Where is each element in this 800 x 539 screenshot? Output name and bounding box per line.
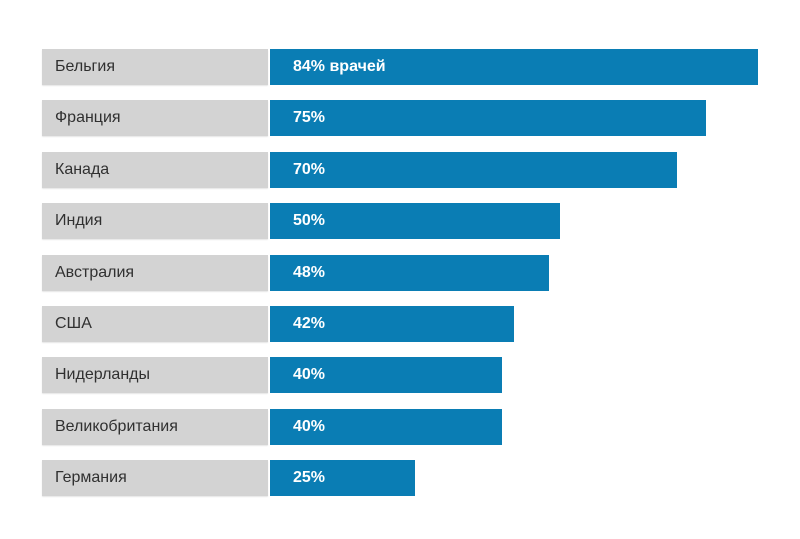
- category-label: Австралия: [42, 254, 268, 291]
- category-label: Индия: [42, 203, 268, 240]
- category-label: Германия: [42, 460, 268, 497]
- bar-australia: 48%: [270, 254, 549, 291]
- bar-row-belgium: Бельгия 84% врачей: [42, 49, 758, 85]
- category-label: Канада: [42, 151, 268, 188]
- bar-canada: 70%: [270, 151, 677, 188]
- bar-row-uk: Великобритания 40%: [42, 408, 758, 445]
- bar-belgium: 84% врачей: [270, 49, 758, 85]
- bar-row-india: Индия 50%: [42, 203, 758, 240]
- bar-row-canada: Канада 70%: [42, 151, 758, 188]
- bar-row-netherlands: Нидерланды 40%: [42, 357, 758, 394]
- bar-india: 50%: [270, 203, 561, 240]
- bar-value-label: 48%: [293, 263, 326, 281]
- bar-chart: Бельгия 84% врачей Франция 75% Канада 70…: [42, 49, 758, 497]
- category-label: США: [42, 305, 268, 342]
- bar-value-label: 25%: [293, 469, 326, 487]
- bar-value-label: 75%: [293, 109, 326, 127]
- bar-value-label: 40%: [293, 417, 326, 435]
- bar-usa: 42%: [270, 305, 514, 342]
- bar-value-label: 84% врачей: [293, 58, 386, 75]
- category-label: Нидерланды: [42, 357, 268, 394]
- bar-germany: 25%: [270, 460, 416, 497]
- bar-row-germany: Германия 25%: [42, 460, 758, 497]
- bar-row-australia: Австралия 48%: [42, 254, 758, 291]
- bar-france: 75%: [270, 100, 706, 137]
- category-label: Великобритания: [42, 408, 268, 445]
- category-label: Франция: [42, 100, 268, 137]
- bar-uk: 40%: [270, 408, 503, 445]
- bar-value-label: 50%: [293, 212, 326, 230]
- bar-netherlands: 40%: [270, 357, 503, 394]
- bar-row-usa: США 42%: [42, 305, 758, 342]
- bar-value-label: 42%: [293, 314, 326, 332]
- category-label: Бельгия: [42, 49, 268, 85]
- bar-value-label: 70%: [293, 160, 326, 178]
- bar-row-france: Франция 75%: [42, 100, 758, 137]
- bar-value-label: 40%: [293, 366, 326, 384]
